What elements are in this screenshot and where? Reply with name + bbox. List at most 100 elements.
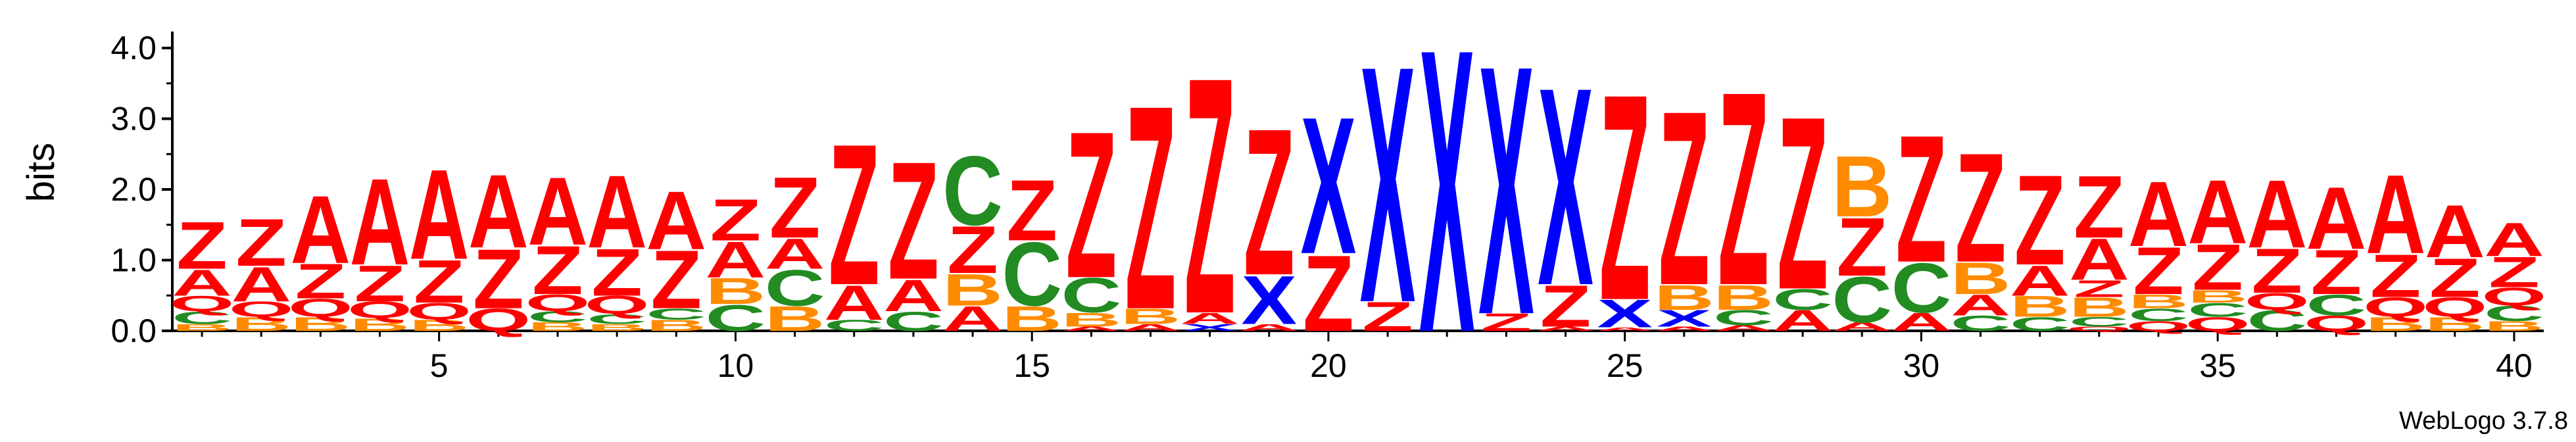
position-stack-22: X — [1419, 0, 1475, 418]
x-tick-label: 30 — [1903, 347, 1940, 384]
glyph-Z: Z — [1125, 45, 1177, 371]
y-tick-label: 3.0 — [110, 101, 157, 137]
glyph-A: A — [942, 299, 1003, 338]
glyph-Z: Z — [1481, 308, 1532, 336]
glyph-Z: Z — [1540, 274, 1592, 340]
glyph-B: B — [2187, 287, 2248, 307]
glyph-B: B — [1002, 299, 1062, 338]
glyph-Q: Q — [347, 297, 412, 324]
glyph-B: B — [1832, 139, 1892, 235]
glyph-Z: Z — [710, 187, 762, 253]
glyph-A: A — [2425, 189, 2485, 274]
glyph-Q: Q — [288, 293, 353, 322]
glyph-Z: Z — [1362, 293, 1413, 339]
glyph-C: C — [2010, 313, 2070, 335]
glyph-Z: Z — [2489, 248, 2540, 297]
glyph-Z: Z — [1303, 233, 1354, 355]
glyph-Q: Q — [2126, 318, 2191, 333]
position-stack-28: ACZ — [1772, 66, 1833, 341]
glyph-B: B — [2010, 290, 2070, 323]
glyph-Z: Z — [1955, 121, 2006, 295]
glyph-A: A — [706, 232, 766, 289]
glyph-A: A — [2306, 168, 2367, 268]
glyph-X: X — [1538, 29, 1593, 345]
glyph-Z: Z — [2370, 241, 2421, 310]
glyph-Z: Z — [1066, 89, 1117, 322]
glyph-Z: Z — [1006, 162, 1057, 259]
glyph-Z: Z — [2074, 276, 2125, 303]
x-tick-label: 25 — [1607, 347, 1643, 384]
glyph-A: A — [2484, 213, 2544, 266]
glyph-B: B — [350, 315, 410, 335]
glyph-A: A — [1951, 289, 2011, 322]
glyph-A: A — [824, 276, 885, 330]
glyph-A: A — [1536, 326, 1596, 332]
position-stack-17: ABZ — [1121, 45, 1181, 371]
glyph-Q: Q — [2363, 292, 2428, 323]
glyph-B: B — [2128, 290, 2189, 312]
glyph-Z: Z — [2252, 235, 2303, 306]
glyph-A: A — [587, 154, 647, 270]
glyph-Z: Z — [769, 160, 821, 257]
y-tick-label: 1.0 — [110, 242, 157, 279]
position-stack-20: ZX — [1301, 77, 1357, 355]
glyph-B: B — [1654, 278, 1714, 317]
x-tick-label: 40 — [2496, 347, 2533, 384]
glyph-Z: Z — [2429, 247, 2481, 308]
position-stack-13: CAZ — [883, 126, 944, 337]
x-tick-label: 20 — [1310, 347, 1347, 384]
glyph-A: A — [646, 174, 706, 266]
glyph-B: B — [172, 322, 232, 333]
glyph-Z: Z — [829, 102, 880, 327]
glyph-Z: Z — [947, 213, 998, 287]
glyph-Q: Q — [2304, 311, 2369, 335]
glyph-Z: Z — [2074, 157, 2125, 256]
x-tick-label: 35 — [2199, 347, 2236, 384]
y-tick-label: 2.0 — [110, 171, 157, 208]
glyph-Z: Z — [1836, 201, 1887, 293]
position-stack-24: AZX — [1536, 29, 1596, 345]
glyph-stacks: BCQAZBQAZBQZABQZABQZAQZABCQZABCQZABCZACB… — [170, 0, 2547, 418]
glyph-A: A — [527, 158, 588, 266]
glyph-B: B — [765, 299, 825, 338]
glyph-Z: Z — [591, 235, 643, 310]
glyph-Z: Z — [650, 233, 702, 326]
glyph-Z: Z — [295, 255, 347, 309]
glyph-B: B — [2484, 318, 2544, 333]
y-axis-title: bits — [20, 143, 62, 202]
glyph-A: A — [468, 153, 529, 270]
glyph-A: A — [1891, 308, 1952, 337]
glyph-A: A — [291, 176, 351, 284]
position-stack-18: XAZ — [1180, 7, 1240, 385]
glyph-B: B — [646, 316, 706, 334]
glyph-A: A — [1595, 326, 1655, 332]
glyph-Z: Z — [354, 255, 406, 312]
axes-group: 0.0 1.0 2.0 3.0 4.0 5 10 15 20 25 30 35 40 — [110, 30, 2544, 384]
glyph-C: C — [883, 306, 944, 337]
glyph-B: B — [1713, 278, 1774, 317]
x-tick-label: 10 — [717, 347, 754, 384]
glyph-Q: Q — [2066, 326, 2131, 332]
glyph-C: C — [1832, 264, 1892, 336]
glyph-B: B — [942, 264, 1003, 315]
x-tick-label: 5 — [430, 347, 449, 384]
glyph-A: A — [1654, 326, 1714, 332]
glyph-Z: Z — [1659, 59, 1710, 337]
position-stack-19: AXZ — [1239, 86, 1300, 339]
glyph-B: B — [587, 322, 647, 333]
glyph-C: C — [2306, 289, 2367, 322]
glyph-C: C — [1772, 283, 1833, 316]
glyph-A: A — [1832, 320, 1892, 333]
